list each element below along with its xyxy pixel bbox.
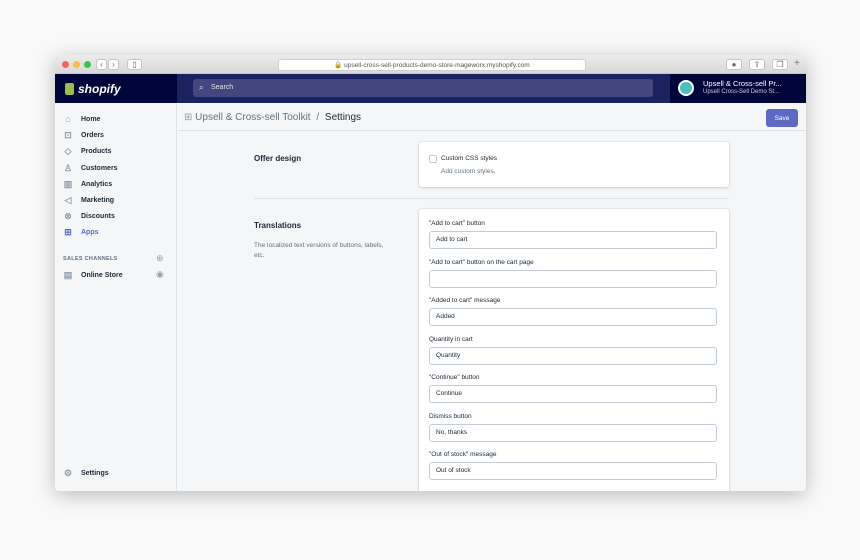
field-label: "Out of stock" message [429,451,497,458]
account-menu[interactable]: Upsell & Cross-sell Pr... Upsell Cross-S… [670,74,806,103]
sidebar-item-products[interactable]: ◇ Products [63,146,112,156]
sidebar-item-label: Discounts [81,212,115,220]
breadcrumb-separator: / [316,112,320,123]
field-label: Quantity in cart [429,335,473,343]
sidebar-item-discounts[interactable]: ⊗ Discounts [63,211,115,221]
store-icon: ▤ [63,270,73,280]
browser-titlebar: ‹ › ▯ 🔒 upsell-cross-sell-products-demo-… [55,55,806,74]
shopify-bag-icon [65,83,74,95]
tabs-icon[interactable]: ❐ [772,59,788,70]
header-divider [178,130,806,131]
sidebar: ⌂ Home ⊡ Orders ◇ Products ♙ Customers ▥ Anal… [55,104,177,491]
account-name: Upsell & Cross-sell Pr... [703,79,782,88]
page-title: Settings [324,112,362,123]
share-icon[interactable]: ⇪ [749,59,765,70]
account-store: Upsell Cross-Sell Demo St... [703,89,780,95]
sidebar-item-label: Settings [81,469,109,477]
sidebar-item-analytics[interactable]: ▥ Analytics [63,179,112,189]
megaphone-icon: ◁ [64,195,72,205]
discount-icon: ⊗ [64,211,72,221]
tag-icon: ◇ [64,146,72,156]
close-window-button[interactable] [62,61,69,68]
field-label: Dismiss button [429,412,472,420]
sidebar-item-label: Online Store [81,271,123,279]
new-tab-icon[interactable]: + [794,58,800,69]
offer-design-card: Custom CSS styles Add custom styles. [419,142,729,187]
translation-input[interactable]: No, thanks [429,423,717,442]
translation-input[interactable]: Continue [429,385,717,403]
sidebar-item-apps[interactable]: ⊞ Apps [63,227,99,237]
url-text: upsell-cross-sell-products-demo-store-ma… [344,62,530,69]
main-content: ⊞ Upsell & Cross-sell Toolkit / Settings… [178,104,806,491]
shopify-logo[interactable]: shopify [55,74,177,103]
avatar [678,80,694,96]
sidebar-toggle-icon[interactable]: ▯ [127,59,142,70]
search-input[interactable]: ⌕ Search [193,79,653,97]
home-icon: ⌂ [65,114,71,124]
field-label: "Continue" button [429,374,480,381]
apps-icon: ⊞ [184,112,193,123]
search-icon: ⌕ [199,83,204,92]
chart-icon: ▥ [63,179,73,189]
translation-input[interactable]: Add to cart [429,231,717,249]
sidebar-item-label: Marketing [81,196,115,204]
translation-input-value: No, thanks [436,428,468,436]
add-channel-icon[interactable]: ⊕ [156,253,164,263]
person-icon: ♙ [63,163,73,173]
search-placeholder: Search [211,84,234,91]
sidebar-item-label: Home [81,115,101,123]
save-button[interactable]: Save [766,109,798,127]
minimize-window-button[interactable] [73,61,80,68]
sidebar-item-label: Products [81,147,112,155]
translations-title: Translations [254,221,302,230]
breadcrumb-app-link[interactable]: Upsell & Cross-sell Toolkit [195,112,311,123]
back-icon[interactable]: ‹ [96,59,107,70]
field-label: "Add to cart" button [429,220,485,227]
sidebar-item-label: Customers [81,164,118,172]
translation-input[interactable]: Added [429,308,717,326]
maximize-window-button[interactable] [84,61,91,68]
sales-channels-heading: SALES CHANNELS [63,256,118,262]
breadcrumb: ⊞ Upsell & Cross-sell Toolkit / Settings [184,112,361,123]
offer-design-title: Offer design [254,154,302,163]
custom-css-label[interactable]: Custom CSS styles [441,155,497,162]
custom-css-help: Add custom styles. [441,168,496,175]
translation-input-value: Added [436,313,455,320]
translation-input[interactable]: Out of stock [429,462,717,480]
translation-input[interactable] [429,269,717,288]
forward-icon[interactable]: › [108,59,119,70]
translation-input-value: Quantity [436,351,461,359]
gear-icon: ⚙ [63,468,73,478]
sidebar-item-marketing[interactable]: ◁ Marketing [63,195,115,205]
address-bar[interactable]: 🔒 upsell-cross-sell-products-demo-store-… [278,59,586,71]
field-label: "Add to cart" button on the cart page [429,258,534,266]
download-icon[interactable]: ● [726,59,742,70]
sidebar-item-label: Analytics [81,180,113,188]
sidebar-item-customers[interactable]: ♙ Customers [63,163,118,173]
sidebar-item-orders[interactable]: ⊡ Orders [63,130,104,140]
sidebar-item-settings[interactable]: ⚙ Settings [63,468,109,478]
translations-description: The localized text versions of buttons, … [254,242,384,259]
browser-window: ‹ › ▯ 🔒 upsell-cross-sell-products-demo-… [55,55,806,491]
top-bar: shopify ⌕ Search Upsell & Cross-sell Pr..… [55,74,806,103]
orders-icon: ⊡ [64,130,72,140]
translation-input-value: Out of stock [436,467,471,474]
sidebar-item-home[interactable]: ⌂ Home [63,114,100,124]
sidebar-item-label: Orders [81,131,104,139]
apps-icon: ⊞ [64,227,72,237]
field-label: "Added to cart" message [429,297,501,304]
sidebar-item-online-store[interactable]: ▤ Online Store [63,270,123,280]
translation-input-value: Continue [436,390,463,397]
section-divider [254,198,729,199]
sidebar-item-label: Apps [81,228,99,236]
view-store-eye-icon[interactable]: ◉ [156,269,164,279]
translations-card: "Add to cart" button Add to cart "Add to c… [419,209,729,491]
translation-input-value: Add to cart [436,236,468,243]
custom-css-checkbox[interactable] [429,155,437,163]
translation-input[interactable]: Quantity [429,346,717,365]
logo-text: shopify [78,82,121,96]
